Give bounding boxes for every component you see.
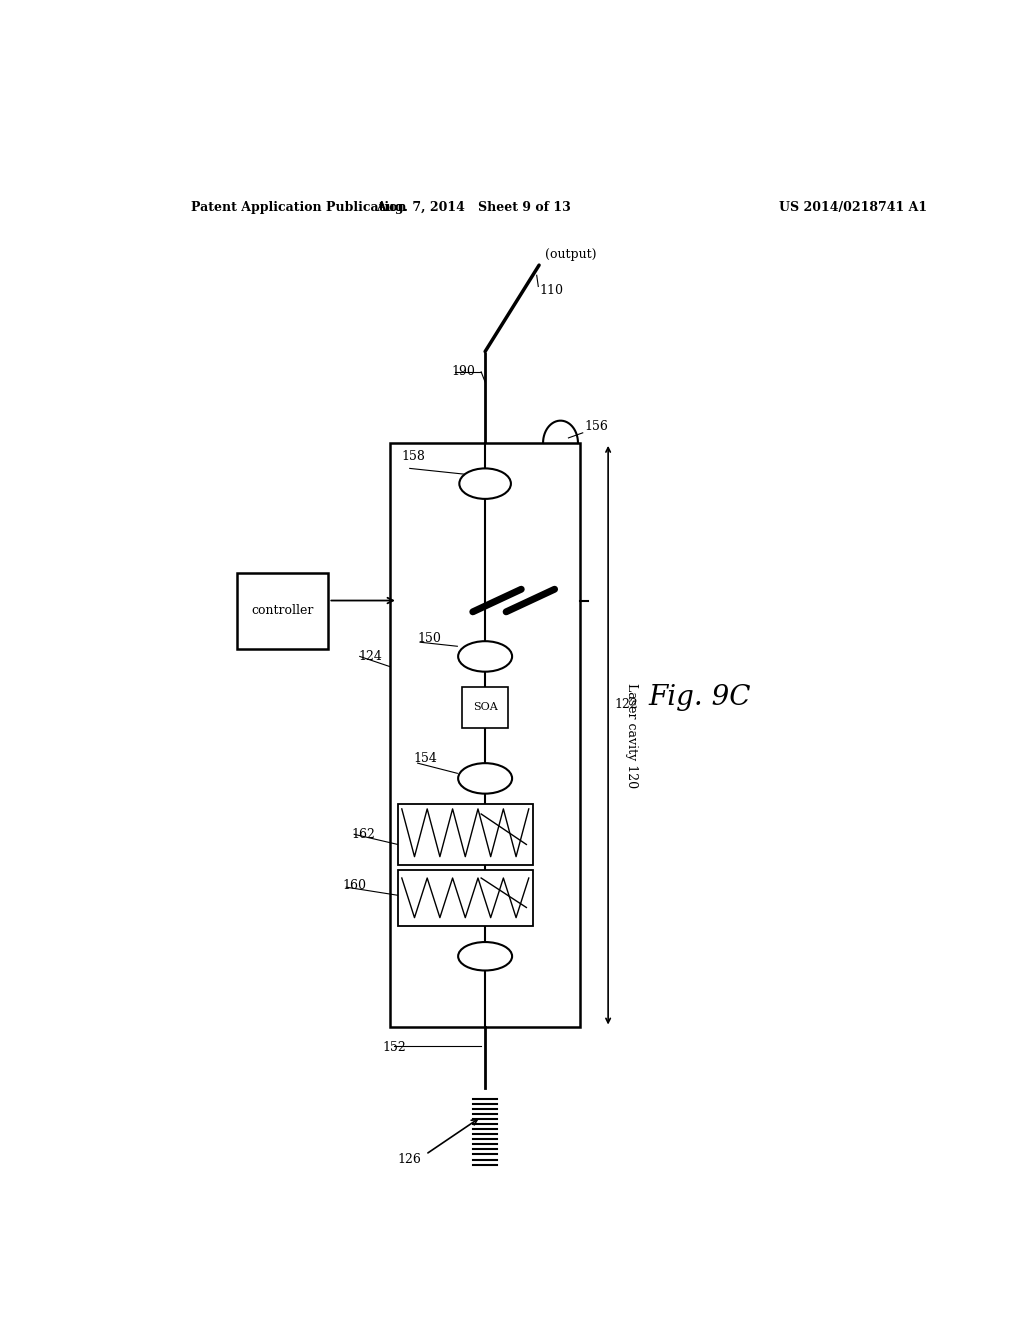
Bar (397, 804, 532, 865)
Text: 150: 150 (418, 632, 441, 644)
Text: 110: 110 (539, 284, 563, 297)
Text: 126: 126 (397, 1154, 422, 1166)
Text: (output): (output) (545, 248, 596, 261)
Text: SOA: SOA (473, 702, 498, 713)
Bar (390, 444, 581, 1027)
Ellipse shape (458, 942, 512, 970)
Text: 162: 162 (352, 828, 376, 841)
Text: Laser cavity 120: Laser cavity 120 (626, 682, 638, 788)
Text: Aug. 7, 2014   Sheet 9 of 13: Aug. 7, 2014 Sheet 9 of 13 (376, 201, 570, 214)
Ellipse shape (460, 469, 511, 499)
Text: 124: 124 (358, 649, 382, 663)
Ellipse shape (458, 642, 512, 672)
Bar (462, 686, 508, 727)
Text: Patent Application Publication: Patent Application Publication (191, 201, 407, 214)
Ellipse shape (458, 763, 512, 793)
Text: 152: 152 (382, 1041, 406, 1055)
Text: 190: 190 (452, 366, 476, 379)
Text: Fig. 9C: Fig. 9C (648, 684, 751, 710)
Text: 122: 122 (614, 698, 638, 711)
Text: 158: 158 (401, 450, 426, 463)
Text: 156: 156 (585, 420, 608, 433)
Text: 154: 154 (414, 751, 437, 764)
Text: 160: 160 (342, 879, 367, 891)
Text: controller: controller (252, 605, 314, 618)
Text: US 2014/0218741 A1: US 2014/0218741 A1 (778, 201, 927, 214)
Bar (397, 870, 532, 925)
Bar (238, 573, 329, 649)
